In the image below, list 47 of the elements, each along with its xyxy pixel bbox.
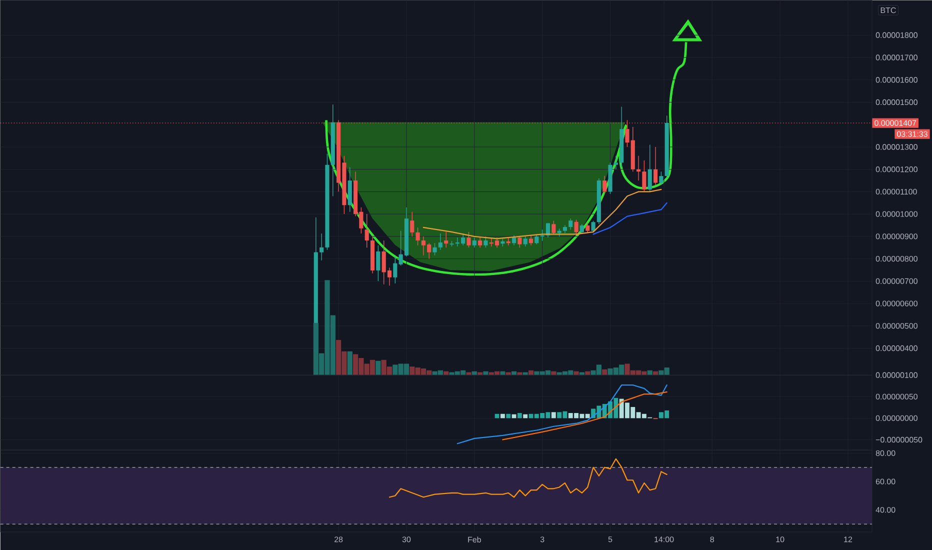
candlestick <box>438 233 442 250</box>
bar <box>466 372 472 376</box>
bar <box>444 371 449 376</box>
bar <box>585 371 590 376</box>
candlestick <box>416 227 420 246</box>
bar <box>647 370 652 376</box>
bar <box>483 371 488 376</box>
candlestick <box>364 214 369 248</box>
bar <box>652 371 658 376</box>
bar <box>517 413 522 418</box>
bar <box>500 371 506 376</box>
candlestick <box>484 236 488 248</box>
bar <box>472 371 477 376</box>
candlestick <box>523 236 528 247</box>
candlestick <box>376 245 380 282</box>
candlestick <box>653 146 658 186</box>
bar <box>551 371 556 376</box>
bar <box>347 351 352 376</box>
candlestick <box>478 237 482 248</box>
candlestick <box>410 211 414 237</box>
candlestick <box>648 144 652 192</box>
candlestick <box>568 218 573 230</box>
candlestick <box>574 219 578 236</box>
candlestick <box>512 234 516 246</box>
candlestick <box>444 232 448 248</box>
candlestick <box>602 176 607 194</box>
bar <box>551 412 556 418</box>
candlestick <box>528 234 534 246</box>
candlestick <box>546 222 550 238</box>
candlestick <box>320 233 324 261</box>
candlestick <box>552 220 556 235</box>
bar <box>602 369 608 376</box>
bar <box>574 371 579 376</box>
candlestick <box>393 256 398 284</box>
candlestick <box>432 242 437 256</box>
bar <box>506 414 511 418</box>
candlestick <box>614 156 618 170</box>
candlestick <box>642 160 646 192</box>
candlestick <box>466 232 471 248</box>
candlestick <box>472 237 476 248</box>
candlestick <box>518 236 522 248</box>
bar <box>500 414 505 418</box>
bar <box>523 414 528 418</box>
bar <box>376 360 381 376</box>
candlestick <box>659 171 664 186</box>
bar <box>528 370 534 376</box>
bar <box>511 371 517 376</box>
